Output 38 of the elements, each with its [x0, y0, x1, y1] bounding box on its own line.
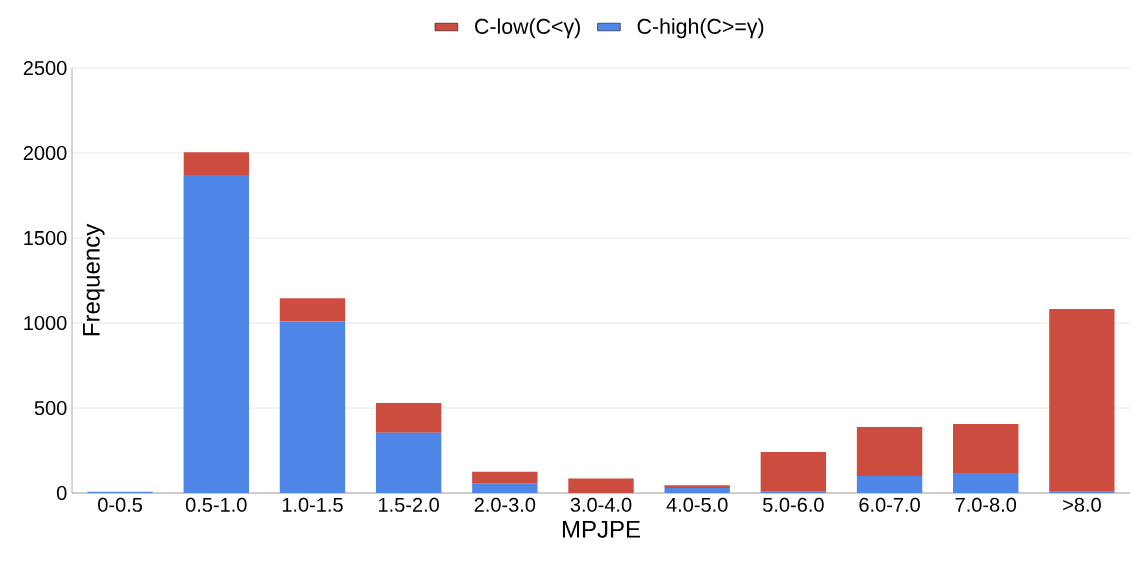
x-axis-title: MPJPE: [562, 521, 640, 538]
y-tick-label: 2500: [23, 60, 67, 76]
x-tick-label: 5.0-6.0: [763, 497, 824, 512]
x-tick-label: 7.0-8.0: [955, 497, 1017, 512]
y-tick-label: 500: [34, 400, 67, 416]
y-axis-title: Frequency: [83, 223, 105, 336]
legend-label: C-high(C>=γ): [637, 18, 764, 39]
x-tick-label: 2.0-3.0: [474, 497, 536, 512]
bar: [1049, 309, 1115, 492]
bar: [375, 402, 442, 433]
legend-label: C-low(C<γ): [475, 18, 580, 39]
bar: [760, 452, 827, 492]
x-tick-label: 6.0-7.0: [859, 497, 920, 512]
bar: [856, 476, 923, 493]
bar: [279, 321, 346, 493]
bar: [953, 423, 1019, 473]
x-tick-label: >8.0: [1063, 497, 1101, 512]
bar: [183, 175, 249, 493]
y-tick-label: 1000: [24, 315, 67, 331]
bar: [472, 471, 538, 484]
y-tick-label: 0: [56, 485, 67, 501]
bar: [568, 478, 634, 493]
x-tick-label: 1.0-1.5: [282, 497, 343, 512]
bar: [472, 483, 538, 493]
bar: [183, 152, 249, 176]
bar: [664, 485, 730, 489]
x-tick-label: 1.5-2.0: [379, 497, 439, 512]
y-tick-label: 1500: [24, 230, 67, 246]
bar: [375, 432, 442, 493]
bar: [953, 472, 1019, 493]
y-tick-label: 2000: [23, 145, 67, 161]
x-tick-label: 0-0.5: [98, 497, 143, 512]
bar: [279, 298, 346, 322]
x-tick-label: 0.5-1.0: [185, 497, 247, 512]
x-tick-label: 4.0-5.0: [666, 497, 728, 512]
bar: [856, 427, 923, 476]
bar: [664, 488, 730, 493]
x-tick-label: 3.0-4.0: [570, 497, 632, 512]
